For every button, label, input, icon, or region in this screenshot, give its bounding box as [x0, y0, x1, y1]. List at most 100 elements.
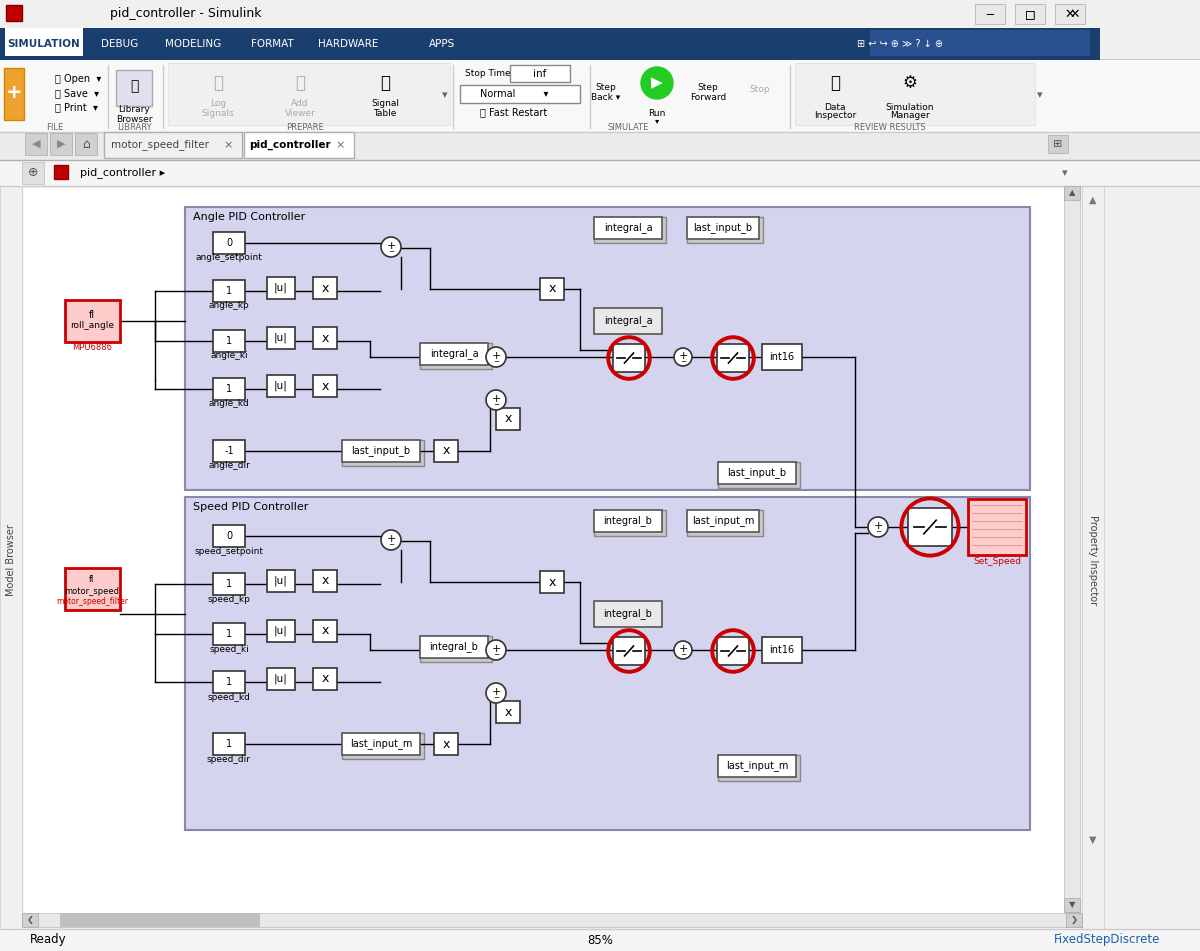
Text: MPU6886: MPU6886 [72, 343, 112, 353]
Bar [214, 671, 245, 693]
Bar [342, 440, 424, 466]
Bar [686, 510, 760, 532]
Text: Ready: Ready [30, 934, 67, 946]
Text: ◀: ◀ [31, 139, 41, 149]
Text: Model Browser: Model Browser [6, 524, 16, 596]
Text: last_input_b: last_input_b [694, 223, 752, 233]
Text: +: + [491, 687, 500, 697]
Text: Signals: Signals [202, 108, 234, 118]
Bar [54, 165, 68, 179]
Text: angle_ki: angle_ki [210, 352, 248, 360]
Bar [313, 668, 337, 690]
Text: ❮: ❮ [26, 916, 34, 924]
Bar [496, 408, 520, 430]
Text: Browser: Browser [115, 115, 152, 125]
Bar [266, 375, 295, 397]
Bar [420, 636, 488, 658]
Text: Viewer: Viewer [284, 108, 316, 118]
Text: 1: 1 [226, 677, 232, 687]
Text: 📂 Open  ▾: 📂 Open ▾ [55, 74, 101, 84]
Text: +: + [386, 241, 396, 251]
Text: ✕: ✕ [1069, 8, 1080, 21]
Text: ─: ─ [494, 695, 498, 701]
Bar [104, 132, 242, 158]
Text: ─: ─ [494, 652, 498, 658]
Text: fl: fl [89, 310, 95, 320]
Bar [313, 327, 337, 349]
Bar [4, 68, 24, 120]
Text: 📋: 📋 [380, 74, 390, 92]
Text: ▾: ▾ [1062, 168, 1068, 178]
Bar [185, 497, 1030, 830]
Bar [65, 300, 120, 342]
Text: integral_b: integral_b [430, 642, 479, 652]
Text: ▾: ▾ [1037, 90, 1043, 100]
Bar [1064, 186, 1080, 912]
Text: +: + [491, 394, 500, 404]
Text: ▼: ▼ [1069, 901, 1075, 909]
Text: int16: int16 [769, 645, 794, 655]
Text: LIBRARY: LIBRARY [116, 124, 151, 132]
Bar [496, 701, 520, 723]
Circle shape [486, 390, 506, 410]
Bar [116, 70, 152, 106]
Text: ×: × [223, 140, 233, 150]
Bar [718, 755, 796, 777]
Text: Simulation: Simulation [886, 103, 935, 111]
Text: int16: int16 [769, 352, 794, 362]
Text: angle_dir: angle_dir [208, 461, 250, 471]
Text: Add: Add [292, 100, 308, 108]
Text: Property Inspector: Property Inspector [1088, 514, 1098, 605]
Bar [266, 668, 295, 690]
Bar [0, 0, 1200, 28]
Text: inf: inf [533, 69, 547, 79]
Bar [613, 637, 646, 665]
Bar [1064, 186, 1080, 200]
Text: |u|: |u| [274, 626, 288, 636]
Text: 📊: 📊 [830, 74, 840, 92]
Text: Back ▾: Back ▾ [592, 92, 620, 102]
Text: 1: 1 [226, 336, 232, 346]
Text: 0: 0 [226, 531, 232, 541]
Bar [594, 510, 662, 532]
Text: ▲: ▲ [1069, 188, 1075, 198]
Circle shape [641, 67, 673, 99]
Bar [5, 28, 83, 56]
Text: 🖥: 🖥 [295, 74, 305, 92]
Bar [214, 378, 245, 400]
Text: Angle PID Controller: Angle PID Controller [193, 212, 305, 222]
Text: +: + [874, 521, 883, 531]
Text: ▾: ▾ [655, 117, 659, 126]
Text: Forward: Forward [690, 92, 726, 102]
Circle shape [382, 530, 401, 550]
Text: ─: ─ [876, 529, 880, 535]
Text: last_input_m: last_input_m [692, 515, 754, 527]
Bar [1055, 4, 1085, 24]
Bar [1082, 186, 1104, 929]
Text: Step: Step [595, 84, 617, 92]
Text: +: + [6, 84, 23, 103]
Text: roll_angle: roll_angle [70, 321, 114, 331]
Bar [22, 186, 1082, 921]
Bar [908, 508, 952, 546]
Text: ─: ─ [389, 249, 394, 255]
Bar [0, 160, 1200, 186]
Text: 1: 1 [226, 739, 232, 749]
Bar [1015, 4, 1045, 24]
Text: speed_kp: speed_kp [208, 594, 251, 604]
Text: x: x [443, 737, 450, 750]
Text: x: x [322, 379, 329, 393]
Text: Stop: Stop [750, 86, 770, 94]
Bar [594, 510, 666, 536]
Text: +: + [386, 534, 396, 544]
Bar [22, 162, 44, 184]
Text: x: x [548, 575, 556, 589]
Text: +: + [491, 351, 500, 361]
Bar [342, 440, 420, 462]
Text: ✕: ✕ [1064, 8, 1075, 21]
Text: Library: Library [118, 106, 150, 114]
Bar [968, 499, 1026, 555]
Text: FixedStepDiscrete: FixedStepDiscrete [1054, 934, 1160, 946]
Bar [65, 568, 120, 610]
Text: +: + [491, 644, 500, 654]
